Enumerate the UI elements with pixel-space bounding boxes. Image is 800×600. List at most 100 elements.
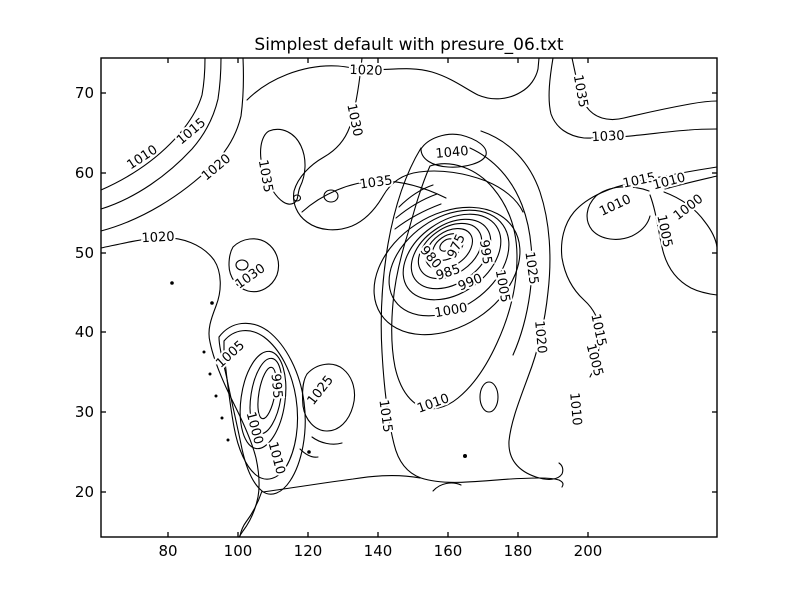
x-tick-label: 180 <box>504 542 533 560</box>
contour-label-995: 995 <box>476 239 494 266</box>
contour-ring-980 <box>425 228 473 270</box>
contour-dot <box>220 416 224 420</box>
contour-label-1035: 1035 <box>570 74 591 109</box>
plot-frame <box>100 57 718 538</box>
x-tick-label: 100 <box>224 542 253 560</box>
axes-layer: 80 100 120 140 160 180 200 70 60 50 40 30 20 <box>75 57 718 560</box>
x-tick-label: 140 <box>364 542 393 560</box>
contour-label-1015: 1015 <box>174 115 209 148</box>
contour-ring-1015 <box>479 381 499 413</box>
contour-dot <box>463 454 467 458</box>
contour-label-1010: 1010 <box>597 192 633 220</box>
contour-dot <box>214 394 218 398</box>
contour-label-1020: 1020 <box>531 320 549 354</box>
contour-label-1005: 1005 <box>492 269 513 304</box>
contour-path-1010 <box>391 163 518 410</box>
y-tick-label: 70 <box>75 84 94 102</box>
contour-path-1030 <box>228 238 280 293</box>
contour-dot <box>210 301 214 305</box>
contour-label-1005: 1005 <box>213 338 248 371</box>
contour-path-1035 <box>571 57 718 121</box>
contour-path-1005 <box>223 330 299 480</box>
contour-ring-1030 <box>235 259 249 271</box>
contour-path-1030 <box>395 193 438 219</box>
contour-path-1000 <box>663 191 718 248</box>
contour-lines-layer <box>100 57 718 538</box>
contour-path-1025 <box>469 147 533 356</box>
contour-label-1020: 1020 <box>199 151 234 184</box>
contour-ring-1030 <box>323 189 339 203</box>
contour-path-1020 <box>100 237 260 538</box>
y-tick-label: 30 <box>75 403 94 421</box>
contour-path-1030 <box>548 57 718 139</box>
contour-path-1030 <box>293 57 524 231</box>
contour-path-1025 <box>398 184 434 208</box>
contour-ring-985 <box>417 222 483 280</box>
contour-label-1015: 1015 <box>375 399 394 434</box>
contour-label-1030: 1030 <box>591 129 625 146</box>
contour-path-1020 <box>246 57 540 101</box>
contour-path-1025 <box>301 363 356 432</box>
contour-label-1005: 1005 <box>653 213 675 248</box>
contour-path-1015 <box>262 474 421 493</box>
x-tick-label: 80 <box>158 542 177 560</box>
contour-ring-995 <box>402 213 502 301</box>
y-tick-label: 60 <box>75 164 94 182</box>
contour-dot <box>208 372 212 376</box>
contour-label-1020: 1020 <box>141 230 175 247</box>
contour-path-1010 <box>218 322 306 495</box>
contour-path-1010 <box>664 175 718 190</box>
contour-label-1010: 1010 <box>651 170 687 193</box>
contour-dot <box>170 281 174 285</box>
contour-path-1020 <box>100 57 244 232</box>
contour-path-1015 <box>100 57 222 210</box>
contour-ring-1000 <box>239 350 287 450</box>
contour-path-1010 <box>586 186 651 240</box>
contour-path-1035 <box>260 128 306 205</box>
y-tick-label: 40 <box>75 323 94 341</box>
contour-path-1020 <box>299 448 319 458</box>
contour-path-1005 <box>649 194 718 296</box>
contour-label-1000: 1000 <box>434 301 469 322</box>
contour-label-1010: 1010 <box>125 142 161 173</box>
contour-label-1005: 1005 <box>583 342 606 378</box>
contour-path-1025 <box>311 436 343 445</box>
contour-label-1020: 1020 <box>349 63 383 79</box>
contour-ring-1035 <box>292 194 302 202</box>
contour-dot <box>307 450 311 454</box>
contour-path-1015 <box>432 482 462 492</box>
contour-path-1010 <box>239 490 263 537</box>
contour-label-1025: 1025 <box>305 373 337 408</box>
contour-path-1015 <box>560 166 718 378</box>
contour-path-1015 <box>380 147 564 488</box>
x-tick-label: 120 <box>294 542 323 560</box>
contour-path-1035 <box>301 180 447 213</box>
contour-ring-990 <box>257 366 277 420</box>
contour-path-1020 <box>480 130 564 480</box>
contour-label-995: 995 <box>268 373 285 399</box>
contour-label-1035: 1035 <box>359 173 394 192</box>
contour-ring-1000 <box>388 209 510 317</box>
contour-label-1030: 1030 <box>233 261 269 292</box>
contour-label-1035: 1035 <box>255 159 276 194</box>
y-tick-label: 50 <box>75 244 94 262</box>
contour-path-1030 <box>394 203 442 230</box>
contour-label-1025: 1025 <box>521 251 540 286</box>
contour-label-1010: 1010 <box>265 440 288 476</box>
contour-dot <box>226 438 230 442</box>
contour-label-1030: 1030 <box>343 102 365 137</box>
contour-ring-990 <box>410 218 492 290</box>
x-tick-label: 160 <box>434 542 463 560</box>
plot-title: Simplest default with presure_06.txt <box>254 35 563 55</box>
contour-ring-970 <box>439 238 455 252</box>
x-tick-label: 200 <box>574 542 603 560</box>
contour-dot <box>202 350 206 354</box>
contour-ring-975 <box>432 233 464 261</box>
contour-label-1010: 1010 <box>566 392 584 426</box>
contour-label-1040: 1040 <box>435 144 469 162</box>
y-tick-label: 20 <box>75 483 94 501</box>
contour-ring-995 <box>249 357 283 435</box>
contour-label-1000: 1000 <box>671 192 706 224</box>
